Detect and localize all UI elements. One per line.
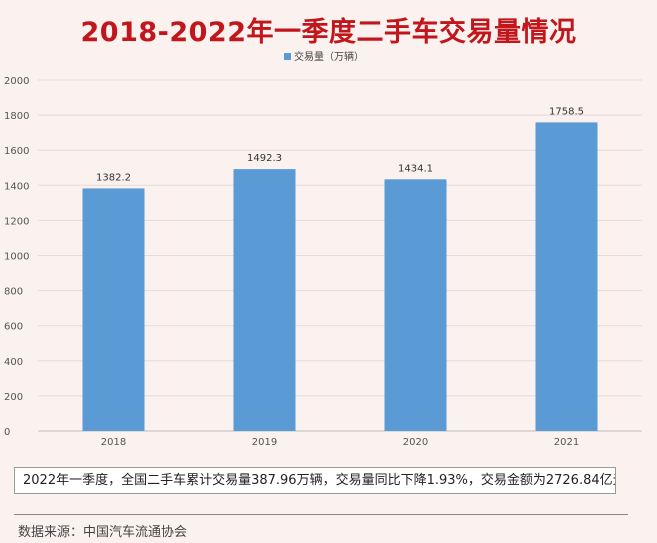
- bars: 1382.2 1492.3 1434.1 1758.5: [82, 106, 598, 432]
- data-label: 1434.1: [398, 163, 433, 174]
- y-tick-label: 400: [4, 357, 23, 368]
- legend: 交易量（万辆）: [284, 50, 364, 63]
- y-tick-label: 1600: [4, 146, 29, 157]
- data-label: 1492.3: [247, 153, 282, 164]
- y-tick-label: 800: [4, 287, 23, 298]
- y-tick-label: 1200: [4, 216, 29, 227]
- bar: [384, 179, 447, 431]
- y-tick-label: 600: [4, 322, 23, 333]
- data-label: 1382.2: [96, 172, 131, 183]
- legend-label: 交易量（万辆）: [294, 50, 364, 63]
- data-source: 数据来源：中国汽车流通协会: [18, 525, 188, 540]
- x-tick-label: 2021: [554, 437, 579, 448]
- x-axis: 2018 2019 2020 2021: [101, 437, 579, 448]
- y-tick-label: 1800: [4, 111, 29, 122]
- x-tick-label: 2018: [101, 437, 126, 448]
- data-label: 1758.5: [549, 106, 584, 117]
- summary-note: 2022年一季度，全国二手车累计交易量387.96万辆，交易量同比下降1.93%…: [14, 467, 616, 494]
- chart-title: 2018-2022年一季度二手车交易量情况: [80, 17, 577, 48]
- x-tick-label: 2019: [252, 437, 277, 448]
- y-tick-label: 0: [4, 427, 10, 438]
- bar: [233, 169, 296, 431]
- x-tick-label: 2020: [403, 437, 428, 448]
- y-tick-label: 1400: [4, 181, 29, 192]
- bar: [82, 188, 145, 431]
- y-tick-label: 2000: [4, 76, 29, 87]
- y-tick-label: 1000: [4, 252, 29, 263]
- legend-swatch: [284, 53, 291, 60]
- y-axis: 0 200 400 600 800 1000 1200 1400 1600 1800 2000: [4, 76, 29, 438]
- bar: [535, 122, 598, 432]
- divider: [14, 514, 628, 515]
- bar-chart: 交易量（万辆） 0 200 400 600 800 1000 1200 1400 1600 180…: [4, 50, 642, 448]
- y-tick-label: 200: [4, 392, 23, 403]
